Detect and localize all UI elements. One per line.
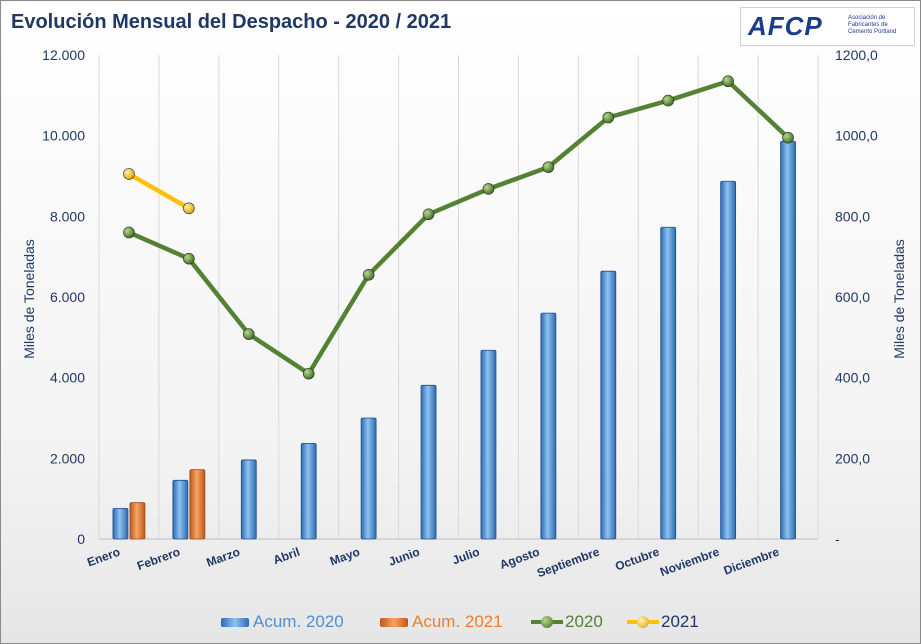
x-tick-label: Marzo: [204, 545, 241, 570]
legend-label: 2020: [565, 612, 603, 631]
y-right-tick-label: 200,0: [835, 450, 870, 466]
bar-acum-2020: [540, 312, 557, 540]
legend-label: 2021: [661, 612, 699, 631]
legend-label: Acum. 2020: [253, 612, 344, 631]
legend-swatch: [627, 616, 659, 628]
x-tick-label: Septiembre: [535, 545, 602, 581]
x-tick-label: Noviembre: [658, 545, 721, 579]
x-tick-label: Julio: [450, 545, 481, 568]
point-series-2020: [602, 111, 615, 124]
y-right-tick-label: -: [835, 531, 840, 547]
y-left-tick-label: 8.000: [50, 208, 85, 224]
point-series-2020: [242, 328, 255, 340]
bar-acum-2020: [720, 180, 737, 540]
y-left-tick-label: 6.000: [50, 289, 85, 305]
legend: Acum. 2020 Acum. 2021 2020 2021: [1, 610, 920, 634]
bar-acum-2020: [480, 349, 497, 540]
logo-mark: AFCP: [748, 11, 823, 41]
y-left-tick-label: 2.000: [50, 450, 85, 466]
legend-item-2021: 2021: [627, 610, 699, 634]
point-series-2020: [422, 208, 435, 221]
bar-acum-2020: [112, 507, 129, 540]
bar-acum-2020: [660, 226, 677, 540]
point-series-2020: [362, 269, 375, 281]
y-right-tick-label: 800,0: [835, 208, 870, 224]
point-series-2020: [662, 94, 675, 107]
point-series-2021: [183, 202, 195, 215]
legend-swatch: [380, 617, 408, 627]
bar-acum-2021: [129, 502, 146, 540]
legend-item-acum-2021: Acum. 2021: [380, 610, 503, 634]
point-series-2020: [302, 367, 315, 380]
bar-acum-2020: [420, 384, 437, 540]
y-right-axis-title: Miles de Toneladas: [891, 239, 907, 359]
point-series-2020: [123, 226, 135, 239]
x-tick-label: Febrero: [135, 545, 182, 573]
line-series-2020: [128, 78, 790, 376]
bar-acum-2020: [360, 417, 377, 540]
legend-item-2020: 2020: [531, 610, 603, 634]
bar-acum-2021: [189, 469, 206, 540]
legend-swatch: [531, 616, 563, 628]
y-left-tick-label: 12.000: [42, 47, 85, 63]
y-right-tick-label: 400,0: [835, 370, 870, 386]
y-right-tick-label: 1000,0: [835, 128, 878, 144]
y-left-tick-label: 4.000: [50, 370, 85, 386]
legend-label: Acum. 2021: [412, 612, 503, 631]
y-left-axis-title: Miles de Toneladas: [21, 239, 37, 359]
bar-acum-2020: [300, 443, 317, 540]
combo-chart: 0 2.000 4.000 6.000 8.000 10.000 12.000 - 200,0 4…: [21, 47, 907, 580]
x-tick-label: Diciembre: [722, 545, 782, 578]
point-series-2020: [183, 252, 195, 265]
x-tick-label: Abril: [271, 545, 301, 568]
y-left-tick-label: 0: [77, 531, 85, 547]
point-series-2020: [542, 161, 555, 173]
afcp-logo: AFCP Asociación de Fabricantes de Cement…: [740, 7, 915, 46]
bar-acum-2020: [780, 140, 796, 540]
chart-title: Evolución Mensual del Despacho - 2020 / …: [11, 11, 452, 33]
x-tick-label: Junio: [387, 545, 422, 569]
point-series-2020: [482, 183, 495, 195]
line-series-2021: [127, 172, 190, 211]
x-tick-label: Mayo: [328, 545, 362, 569]
bars: [112, 140, 796, 540]
gridlines: [98, 55, 819, 539]
point-series-2021: [123, 168, 135, 180]
x-tick-label: Enero: [85, 545, 122, 570]
legend-item-acum-2020: Acum. 2020: [221, 610, 344, 634]
y-left-tick-label: 10.000: [42, 128, 85, 144]
point-series-2020: [782, 131, 794, 144]
y-right-tick-label: 1200,0: [835, 47, 878, 63]
point-series-2020: [722, 75, 734, 88]
logo-text: Asociación de Fabricantes de Cemento Por…: [848, 15, 897, 35]
legend-swatch: [221, 617, 249, 627]
bar-acum-2020: [240, 459, 257, 540]
lines: [123, 75, 794, 380]
axes: 0 2.000 4.000 6.000 8.000 10.000 12.000 - 200,0 4…: [42, 47, 878, 580]
x-tick-label: Octubre: [613, 545, 661, 574]
bar-acum-2020: [172, 479, 189, 540]
y-right-tick-label: 600,0: [835, 289, 870, 305]
bar-acum-2020: [600, 270, 617, 540]
